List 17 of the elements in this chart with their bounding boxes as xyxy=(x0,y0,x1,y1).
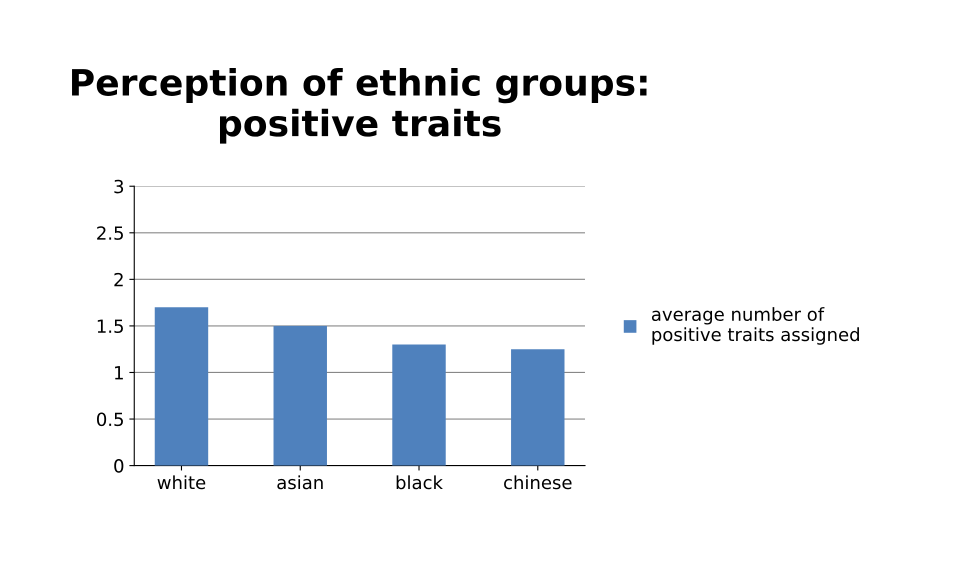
legend-label: average number of positive traits assigned xyxy=(652,307,859,345)
x-tick-label: white xyxy=(158,475,206,490)
chart-title: Perception of ethnic groups: positive traits xyxy=(72,68,646,144)
y-tick-label: 0 xyxy=(114,459,124,473)
x-tick-label: asian xyxy=(277,475,323,490)
y-tick-label: 3 xyxy=(114,180,124,194)
y-tick-label: 0.5 xyxy=(97,412,123,426)
bar xyxy=(154,307,208,466)
y-tick-label: 2.5 xyxy=(97,226,123,240)
y-tick-label: 1 xyxy=(115,366,123,380)
bar xyxy=(274,326,327,466)
bar xyxy=(511,349,564,466)
y-tick-label: 2 xyxy=(114,272,123,286)
x-tick-label: black xyxy=(396,475,443,490)
bar xyxy=(392,344,446,466)
y-tick-label: 1.5 xyxy=(98,320,123,334)
x-tick-label: chinese xyxy=(504,475,572,490)
